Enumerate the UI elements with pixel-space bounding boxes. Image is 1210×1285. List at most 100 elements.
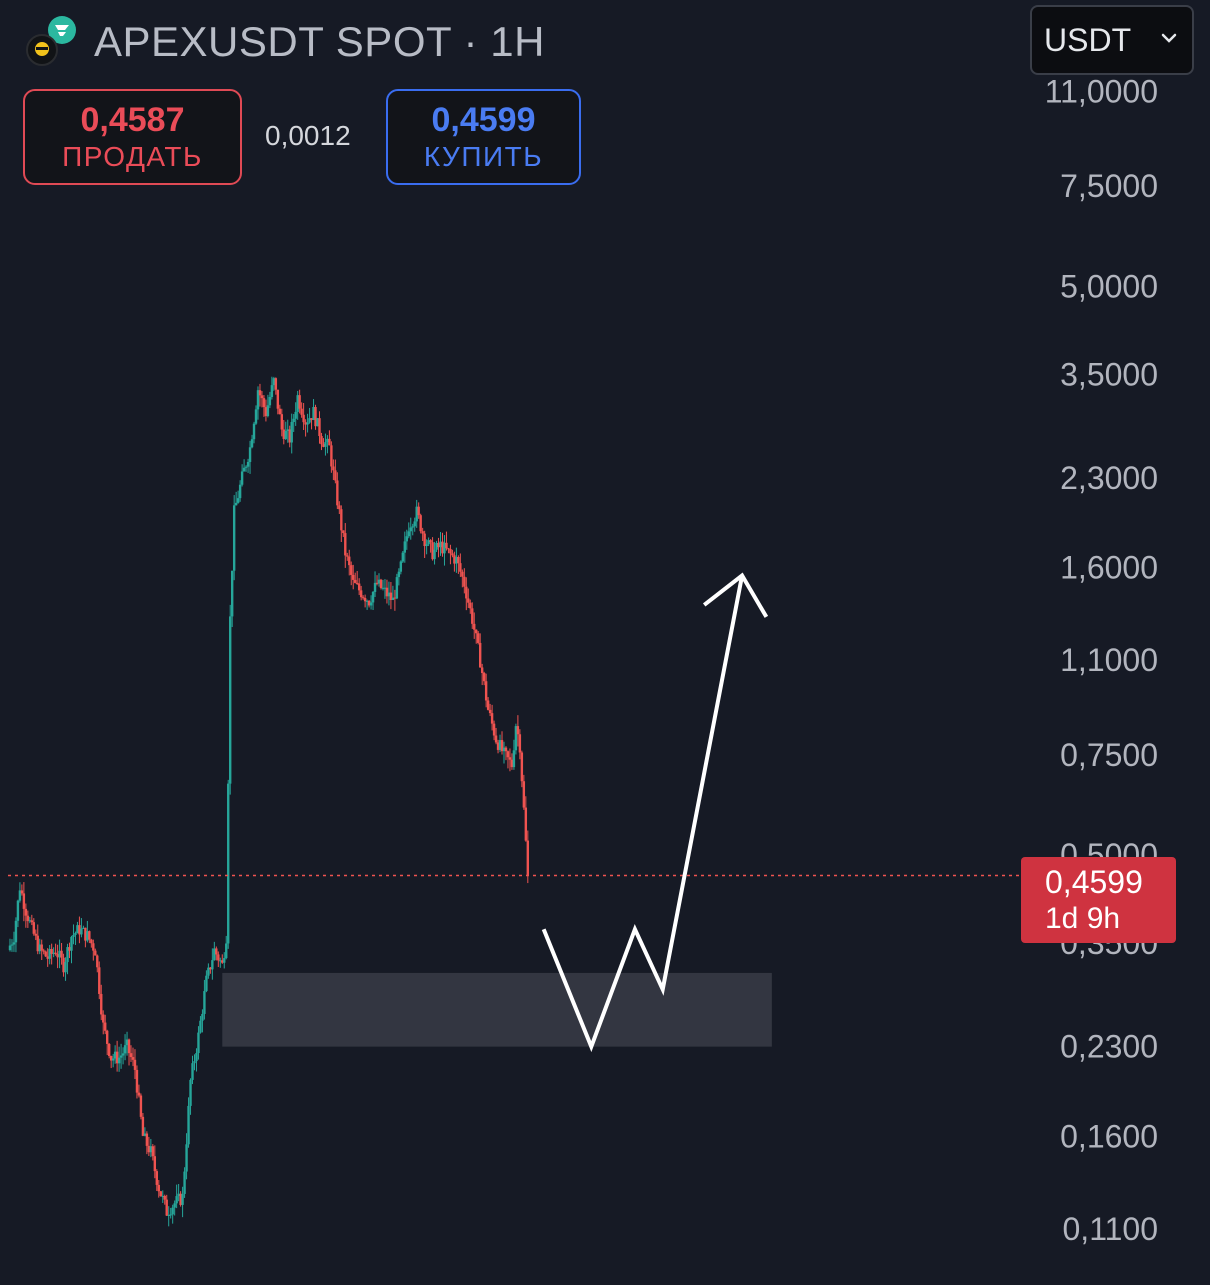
candle-body xyxy=(213,948,216,961)
candle xyxy=(64,957,67,981)
candle-body xyxy=(393,597,397,599)
candle-body xyxy=(475,629,478,634)
candle-body xyxy=(197,1032,200,1054)
candle xyxy=(133,1049,137,1080)
candle xyxy=(467,588,470,608)
candle xyxy=(46,948,49,967)
candle-body xyxy=(268,397,272,406)
candle xyxy=(34,929,37,941)
candle xyxy=(340,505,343,542)
candle xyxy=(92,939,95,961)
candle-body xyxy=(465,586,468,599)
candle xyxy=(522,774,526,810)
candle-body xyxy=(423,533,426,547)
candle xyxy=(461,569,464,588)
candle xyxy=(115,1040,119,1072)
candle-body xyxy=(508,757,512,760)
candle xyxy=(145,1131,149,1155)
candle xyxy=(232,495,236,581)
candle-body xyxy=(139,1095,143,1117)
candle-body xyxy=(357,583,361,591)
candle-body xyxy=(477,633,480,643)
candle xyxy=(48,945,51,965)
chevron-down-icon xyxy=(1161,33,1177,43)
candle-body xyxy=(365,600,369,602)
candle xyxy=(334,459,337,484)
candle-body xyxy=(227,783,230,944)
candle xyxy=(312,399,315,421)
candle xyxy=(32,918,35,936)
candle-body xyxy=(516,726,520,735)
candle xyxy=(342,530,345,537)
candle-body xyxy=(250,439,254,448)
candle-body xyxy=(328,438,331,446)
candle xyxy=(256,386,260,420)
candle xyxy=(183,1167,186,1198)
candle xyxy=(86,920,89,943)
candle xyxy=(367,599,371,608)
candle xyxy=(500,731,504,755)
candle xyxy=(135,1065,139,1099)
y-tick-label: 11,0000 xyxy=(1045,74,1158,110)
candle-body xyxy=(355,582,359,584)
candle-body xyxy=(104,1022,107,1031)
candle-body xyxy=(60,950,63,958)
candle xyxy=(498,734,502,753)
candle-body xyxy=(232,505,236,571)
candle xyxy=(375,575,379,586)
candle-body xyxy=(274,378,278,390)
candle xyxy=(121,1047,125,1065)
candle xyxy=(201,1009,204,1033)
candle-body xyxy=(409,527,412,532)
candle-body xyxy=(447,548,450,550)
candle xyxy=(373,571,377,597)
candle xyxy=(278,404,282,415)
candle-body xyxy=(518,734,522,753)
candle xyxy=(524,796,528,842)
candle-body xyxy=(278,408,282,415)
candle-body xyxy=(524,807,528,841)
candle xyxy=(268,391,272,409)
candle xyxy=(82,925,85,930)
candle-body xyxy=(433,549,436,560)
candle-body xyxy=(342,530,345,534)
candle xyxy=(225,935,228,960)
candle xyxy=(42,948,45,955)
currency-select[interactable]: USDT xyxy=(1030,5,1194,75)
candle-body xyxy=(135,1069,139,1093)
candle xyxy=(38,938,41,955)
y-tick-label: 3,5000 xyxy=(1060,356,1158,392)
sell-button[interactable]: 0,4587 ПРОДАТЬ xyxy=(23,89,242,185)
candle-body xyxy=(294,411,297,419)
candle-body xyxy=(111,1058,115,1061)
candle-body xyxy=(338,505,341,510)
candle-body xyxy=(296,395,299,412)
candle xyxy=(230,570,234,628)
candle xyxy=(94,948,97,956)
candle xyxy=(369,595,373,610)
candle-body xyxy=(133,1059,137,1070)
candle-body xyxy=(169,1214,172,1216)
candle-body xyxy=(145,1133,149,1146)
candle xyxy=(433,541,436,565)
candle xyxy=(482,671,486,686)
candle-body xyxy=(421,531,424,534)
candle xyxy=(242,459,246,472)
candle xyxy=(72,924,75,945)
candle-body xyxy=(425,544,428,547)
buy-button[interactable]: 0,4599 КУПИТЬ xyxy=(386,89,581,185)
candle xyxy=(409,517,412,540)
candle-body xyxy=(457,556,460,564)
candle xyxy=(18,882,22,903)
candle-body xyxy=(437,542,440,548)
candle-body xyxy=(147,1145,151,1153)
candle xyxy=(357,578,361,596)
candle-body xyxy=(68,947,71,951)
candle xyxy=(246,458,250,473)
candle-body xyxy=(117,1057,121,1064)
candle xyxy=(111,1053,115,1068)
candle xyxy=(393,589,397,611)
candle-body xyxy=(181,1193,184,1205)
